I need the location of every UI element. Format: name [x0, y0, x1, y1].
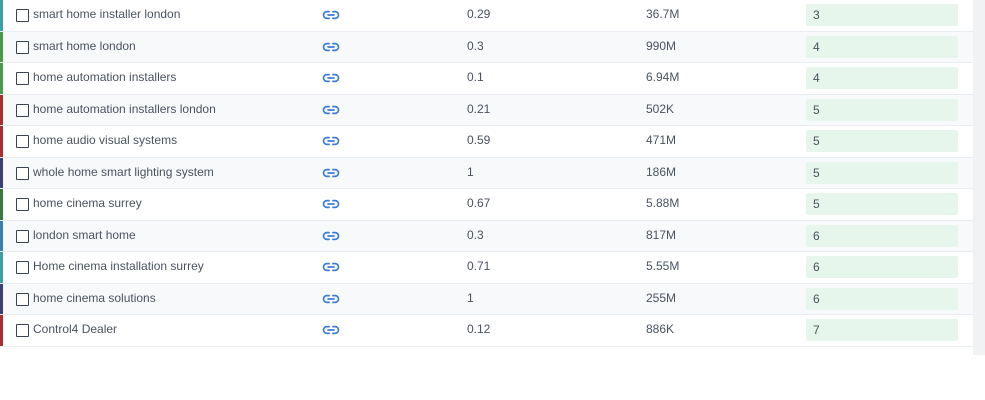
row-checkbox[interactable]: [16, 166, 29, 180]
row-color-marker: [0, 157, 3, 188]
row-color-marker: [0, 315, 3, 346]
link-icon[interactable]: [322, 103, 340, 117]
row-color-marker: [0, 31, 3, 62]
keyword-text: Control4 Dealer: [33, 322, 118, 336]
keyword-text: Home cinema installation surrey: [33, 259, 204, 273]
keyword-difficulty: 0.12: [467, 322, 491, 336]
search-volume: 817M: [646, 227, 677, 242]
position-badge: 5: [806, 130, 958, 152]
keyword-difficulty: 1: [467, 164, 474, 179]
keyword-difficulty: 0.21: [467, 101, 491, 116]
row-color-marker: [0, 63, 3, 94]
link-icon[interactable]: [322, 166, 340, 180]
link-icon[interactable]: [322, 71, 340, 85]
row-color-marker: [0, 126, 3, 157]
link-icon[interactable]: [322, 40, 340, 54]
position-badge: 5: [806, 98, 958, 121]
table-row: whole home smart lighting system 1 186M …: [0, 157, 973, 189]
link-icon[interactable]: [322, 134, 340, 148]
search-volume: 36.7M: [646, 7, 680, 21]
search-volume: 186M: [646, 164, 677, 179]
link-icon[interactable]: [322, 197, 340, 211]
position-badge: 4: [806, 35, 958, 58]
link-icon[interactable]: [322, 260, 340, 274]
position-badge: 7: [806, 319, 958, 341]
position-badge: 6: [806, 287, 958, 310]
table-row: smart home london 0.3 990M 4: [0, 31, 973, 63]
table-row: Home cinema installation surrey 0.71 5.5…: [0, 252, 973, 284]
keyword-difficulty: 0.67: [467, 196, 491, 210]
table-row: Control4 Dealer 0.12 886K 7: [0, 315, 973, 347]
link-icon[interactable]: [322, 292, 340, 306]
keyword-text: home cinema surrey: [33, 196, 142, 210]
table-row: home cinema solutions 1 255M 6: [0, 283, 973, 315]
table-row: home automation installers 0.1 6.94M 4: [0, 63, 973, 95]
keyword-difficulty: 0.1: [467, 70, 484, 84]
scrollbar-track[interactable]: [973, 0, 985, 355]
keyword-difficulty: 0.59: [467, 133, 491, 147]
search-volume: 502K: [646, 101, 675, 116]
link-icon[interactable]: [322, 8, 340, 22]
search-volume: 990M: [646, 38, 677, 53]
position-badge: 5: [806, 193, 958, 215]
row-checkbox[interactable]: [16, 40, 29, 54]
keyword-difficulty: 0.71: [467, 259, 491, 273]
row-checkbox[interactable]: [16, 103, 29, 117]
table-row: home cinema surrey 0.67 5.88M 5: [0, 189, 973, 221]
table-row: smart home installer london 0.29 36.7M 3: [0, 0, 973, 32]
row-color-marker: [0, 283, 3, 314]
link-icon[interactable]: [322, 229, 340, 243]
table-row: home audio visual systems 0.59 471M 5: [0, 126, 973, 158]
row-checkbox[interactable]: [16, 324, 29, 337]
keyword-text: home audio visual systems: [33, 133, 178, 147]
row-color-marker: [0, 252, 3, 283]
keyword-table: smart home installer london 0.29 36.7M 3…: [0, 0, 973, 347]
keyword-difficulty: 0.3: [467, 227, 484, 242]
position-badge: 6: [806, 224, 958, 247]
row-color-marker: [0, 94, 3, 125]
keyword-text: home automation installers: [33, 70, 177, 84]
row-checkbox[interactable]: [16, 292, 29, 306]
row-checkbox[interactable]: [16, 261, 29, 274]
keyword-text: london smart home: [33, 227, 136, 242]
search-volume: 471M: [646, 133, 677, 147]
position-badge: 5: [806, 161, 958, 184]
row-color-marker: [0, 0, 3, 31]
row-checkbox[interactable]: [16, 9, 29, 22]
keyword-text: whole home smart lighting system: [33, 164, 214, 179]
search-volume: 6.94M: [646, 70, 680, 84]
search-volume: 886K: [646, 322, 675, 336]
row-checkbox[interactable]: [16, 229, 29, 243]
keyword-difficulty: 0.3: [467, 38, 484, 53]
position-badge: 4: [806, 67, 958, 89]
keyword-text: smart home london: [33, 38, 136, 53]
row-color-marker: [0, 220, 3, 251]
keyword-difficulty: 0.29: [467, 7, 491, 21]
keyword-text: smart home installer london: [33, 7, 181, 21]
row-checkbox[interactable]: [16, 72, 29, 85]
keyword-text: home cinema solutions: [33, 290, 156, 305]
keyword-text: home automation installers london: [33, 101, 216, 116]
row-checkbox[interactable]: [16, 198, 29, 211]
position-badge: 3: [806, 4, 958, 26]
search-volume: 255M: [646, 290, 677, 305]
search-volume: 5.55M: [646, 259, 680, 273]
row-checkbox[interactable]: [16, 135, 29, 148]
keyword-difficulty: 1: [467, 290, 474, 305]
position-badge: 6: [806, 256, 958, 278]
link-icon[interactable]: [322, 323, 340, 337]
search-volume: 5.88M: [646, 196, 680, 210]
table-row: london smart home 0.3 817M 6: [0, 220, 973, 252]
row-color-marker: [0, 189, 3, 220]
table-row: home automation installers london 0.21 5…: [0, 94, 973, 126]
